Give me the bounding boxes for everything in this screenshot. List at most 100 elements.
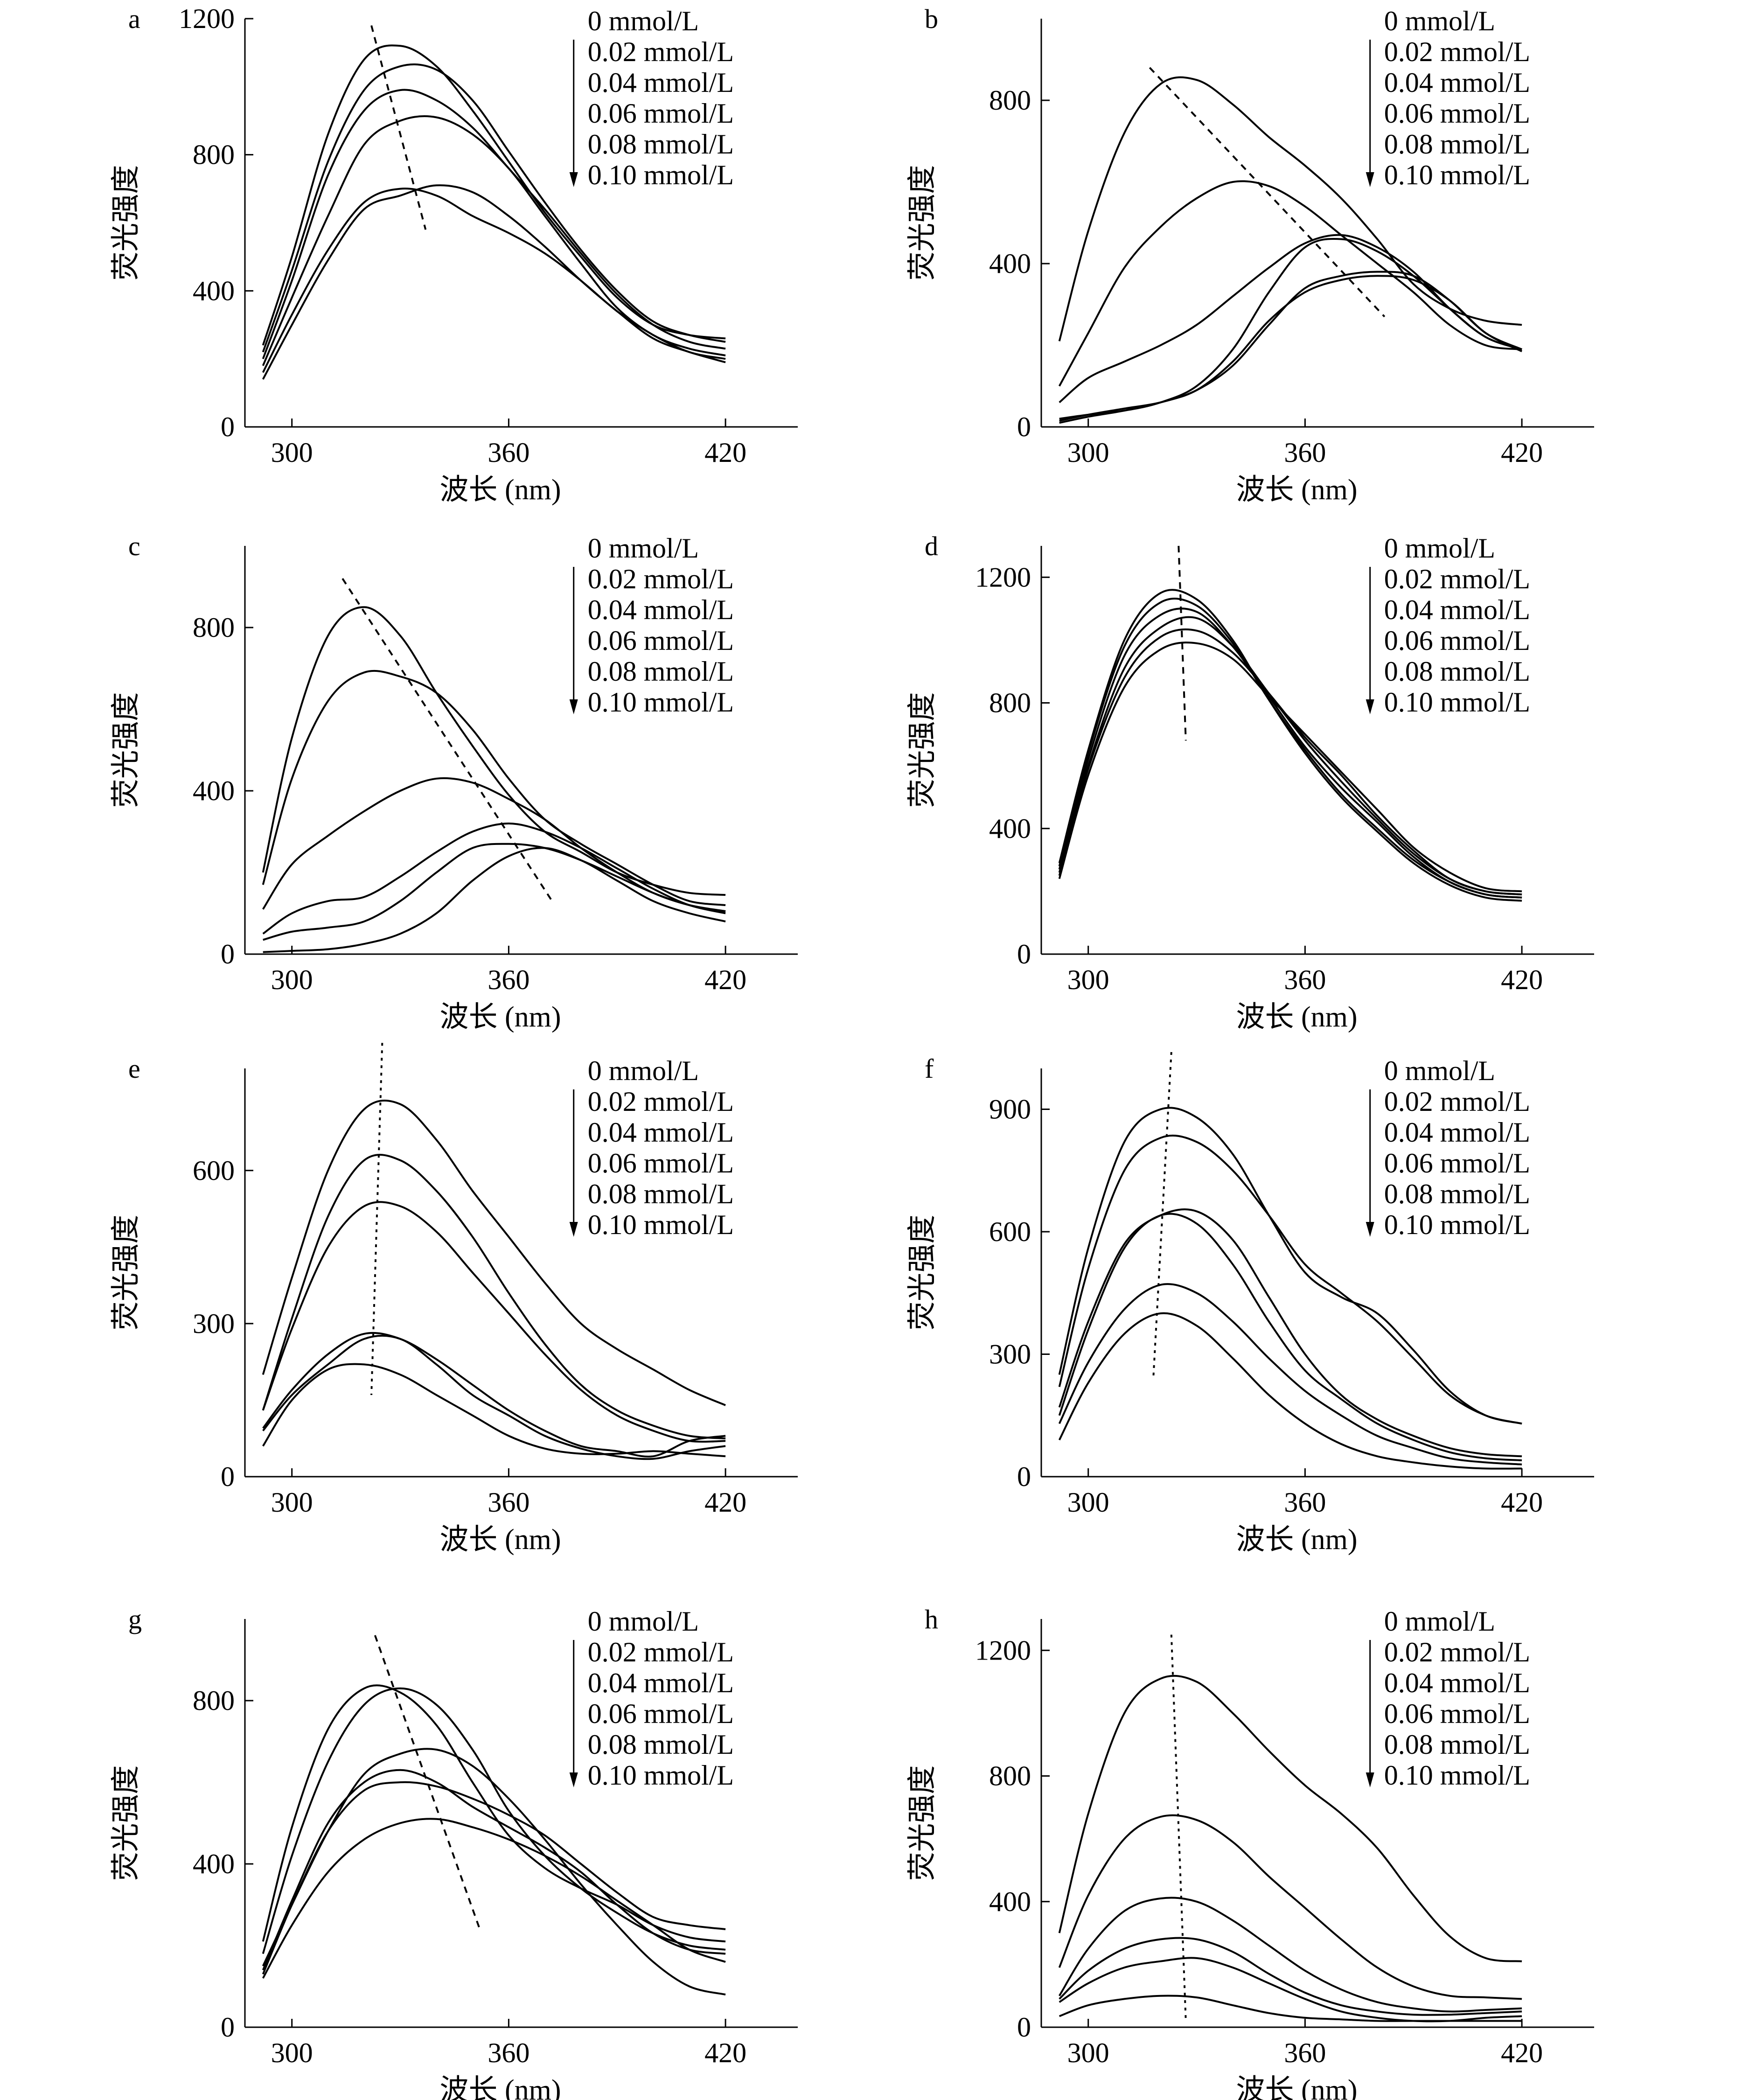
legend-entry: 0.08 mmol/L	[1384, 1729, 1530, 1760]
legend-entry: 0.04 mmol/L	[588, 1667, 734, 1698]
legend-arrow-head	[569, 699, 578, 714]
x-tick-label: 420	[1501, 2037, 1543, 2068]
x-axis-title: 波长 (nm)	[1236, 1001, 1357, 1033]
legend-entry: 0.10 mmol/L	[1384, 1209, 1530, 1240]
series-line-1	[1058, 180, 1522, 387]
panel-letter: a	[128, 4, 140, 34]
peak-shift-guide-line	[370, 1043, 383, 1395]
y-tick-label: 400	[193, 1849, 235, 1879]
legend-entry: 0.02 mmol/L	[1384, 36, 1530, 67]
y-axis-title: 荧光强度	[110, 692, 142, 808]
x-tick-label: 420	[704, 2037, 746, 2068]
legend-entry: 0.08 mmol/L	[588, 129, 734, 160]
y-tick-label: 0	[1017, 939, 1031, 970]
series-line-1	[1058, 1814, 1522, 2000]
legend-entry: 0.10 mmol/L	[588, 1760, 734, 1791]
peak-shift-guide-line	[341, 578, 553, 902]
legend-entry: 0.02 mmol/L	[588, 564, 734, 594]
peak-shift-guide-line	[1170, 1634, 1187, 2021]
legend-entry: 0.04 mmol/L	[588, 67, 734, 98]
y-tick-label: 800	[989, 1761, 1031, 1792]
x-tick-label: 300	[1067, 1487, 1109, 1518]
legend-entry: 0 mmol/L	[1384, 1055, 1495, 1086]
y-axis-title: 荧光强度	[906, 1765, 938, 1881]
y-tick-label: 0	[1017, 1461, 1031, 1492]
legend-entry: 0.06 mmol/L	[1384, 1148, 1530, 1179]
legend-entry: 0.06 mmol/L	[1384, 1698, 1530, 1729]
series-line-5	[263, 847, 726, 953]
series-line-4	[263, 843, 726, 941]
panel-letter: g	[128, 1604, 142, 1634]
panel-letter: b	[925, 4, 938, 34]
legend-arrow-head	[1366, 1222, 1374, 1237]
legend-entry: 0.02 mmol/L	[1384, 1637, 1530, 1667]
x-axis-title: 波长 (nm)	[439, 1524, 561, 1556]
panel-letter: h	[925, 1604, 938, 1634]
x-tick-label: 360	[488, 1487, 530, 1518]
series-line-0	[262, 1684, 726, 1943]
y-tick-label: 800	[989, 688, 1031, 719]
x-tick-label: 360	[1284, 964, 1326, 995]
peak-shift-guide-line	[370, 25, 427, 230]
peak-shift-guide-line	[1149, 67, 1386, 318]
series-line-0	[262, 606, 726, 896]
series-line-4	[1058, 628, 1522, 896]
series-line-1	[262, 1687, 726, 1954]
legend-entry: 0 mmol/L	[588, 1606, 699, 1637]
y-tick-label: 400	[193, 275, 235, 306]
series-line-4	[1058, 1283, 1522, 1465]
y-tick-label: 300	[989, 1339, 1031, 1370]
series-line-2	[1058, 1897, 1522, 2013]
y-axis-title: 荧光强度	[110, 1765, 142, 1881]
panel-d: 0 400 800 1200 300 360 420 波长 (nm) 荧光强度 d 0 mmol/L…	[906, 531, 1594, 1033]
series-line-1	[262, 63, 726, 353]
y-tick-label: 400	[989, 248, 1031, 279]
legend-entry: 0.06 mmol/L	[1384, 98, 1530, 129]
series-line-5	[262, 1363, 726, 1458]
legend-entry: 0.08 mmol/L	[588, 1729, 734, 1760]
x-tick-label: 300	[271, 964, 313, 995]
x-tick-label: 360	[488, 2037, 530, 2068]
legend-entry: 0.02 mmol/L	[588, 36, 734, 67]
legend-entry: 0.10 mmol/L	[1384, 687, 1530, 718]
y-tick-label: 800	[193, 140, 235, 170]
series-line-5	[1058, 1312, 1522, 1470]
panel-letter: f	[925, 1053, 934, 1084]
legend-entry: 0.04 mmol/L	[588, 1117, 734, 1148]
legend-entry: 0.10 mmol/L	[588, 1209, 734, 1240]
x-tick-label: 360	[1284, 1487, 1326, 1518]
series-line-4	[262, 1334, 726, 1460]
legend-arrow-head	[1366, 1772, 1374, 1787]
series-line-5	[1059, 1995, 1522, 2022]
y-tick-label: 0	[221, 1461, 235, 1492]
legend-entry: 0.04 mmol/L	[1384, 67, 1530, 98]
y-axis-title: 荧光强度	[110, 165, 142, 280]
series-line-3	[262, 1332, 726, 1458]
x-tick-label: 420	[1501, 1487, 1543, 1518]
legend-arrow-head	[1366, 172, 1374, 187]
legend-entry: 0.04 mmol/L	[588, 594, 734, 625]
y-tick-label: 900	[989, 1094, 1031, 1125]
series-line-5	[262, 1818, 726, 1979]
series-line-4	[262, 1781, 726, 1975]
x-tick-label: 420	[1501, 964, 1543, 995]
x-tick-label: 300	[1067, 964, 1109, 995]
series-line-2	[262, 89, 726, 359]
legend-entry: 0.06 mmol/L	[1384, 625, 1530, 656]
y-tick-label: 400	[193, 775, 235, 806]
y-tick-label: 0	[221, 2012, 235, 2043]
legend-entry: 0.04 mmol/L	[1384, 1117, 1530, 1148]
panel-g: 0 400 800 300 360 420 波长 (nm) 荧光强度 g 0 mmol/L0.02…	[110, 1604, 798, 2100]
legend-entry: 0.06 mmol/L	[588, 1698, 734, 1729]
x-tick-label: 300	[271, 437, 313, 468]
peak-shift-guide-line	[1178, 545, 1187, 741]
series-line-4	[262, 188, 726, 373]
panel-e: 0 300 600 300 360 420 波长 (nm) 荧光强度 e 0 mmol/L0.02…	[110, 1043, 798, 1556]
series-line-0	[1058, 1674, 1522, 1962]
x-tick-label: 300	[1067, 2037, 1109, 2068]
legend-entry: 0.02 mmol/L	[1384, 564, 1530, 594]
y-tick-label: 600	[989, 1216, 1031, 1247]
legend-entry: 0.08 mmol/L	[1384, 656, 1530, 687]
